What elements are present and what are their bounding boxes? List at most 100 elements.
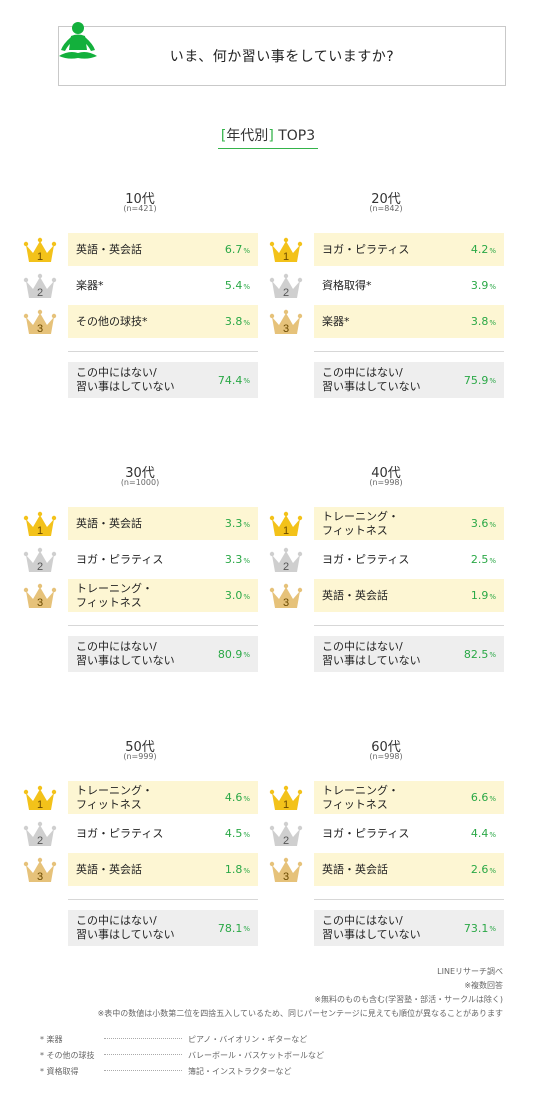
crown-rank-icon: 1	[269, 511, 303, 537]
note-free: ※無料のものも含む(学習塾・部活・サークルは除く)	[314, 995, 503, 1004]
rank-number: 2	[283, 835, 289, 847]
section-title-suffix: TOP3	[278, 128, 316, 144]
activity-label: 英語・英会話	[76, 516, 142, 530]
crown-rank-icon: 2	[269, 547, 303, 573]
divider	[314, 625, 504, 626]
none-row: この中にはない/習い事はしていない 73.1%	[314, 910, 504, 946]
value-number: 2.6	[470, 863, 489, 876]
value-unit: %	[489, 830, 496, 839]
activity-value: 1.9%	[471, 579, 496, 612]
activity-label: ヨガ・ピラティス	[322, 552, 410, 566]
rank-number: 1	[283, 525, 289, 537]
value-unit: %	[489, 520, 496, 529]
bracket-close: ]	[268, 128, 274, 144]
none-label: この中にはない/習い事はしていない	[76, 362, 175, 398]
value-number: 3.8	[470, 315, 489, 328]
crown-rank-icon: 2	[23, 273, 57, 299]
rank-number: 3	[37, 323, 43, 335]
rank-row: 英語・英会話 6.7%	[68, 233, 258, 266]
sample-size: (n=998)	[369, 752, 403, 761]
crown-rank-icon: 1	[269, 785, 303, 811]
value-unit: %	[489, 246, 496, 255]
value-unit: %	[489, 556, 496, 565]
rank-number: 3	[283, 323, 289, 335]
value-unit: %	[243, 592, 250, 601]
note-source: LINEリサーチ調べ	[437, 967, 503, 976]
activity-value: 5.4%	[225, 269, 250, 302]
value-number: 1.9	[470, 589, 489, 602]
value-number: 73.1	[463, 921, 489, 935]
value-unit: %	[489, 377, 496, 385]
value-unit: %	[243, 377, 250, 385]
activity-value: 3.8%	[471, 305, 496, 338]
none-label-line1: この中にはない/	[322, 640, 403, 653]
none-value: 80.9%	[218, 636, 250, 672]
activity-label: トレーニング・ フィットネス	[322, 783, 399, 811]
activity-value: 2.5%	[471, 543, 496, 576]
age-group: 50代 (n=999) 1 トレーニング・ フィットネス 4.6% 2 ヨガ・ピラティス 4.…	[22, 736, 258, 956]
rank-row: ヨガ・ピラティス 4.4%	[314, 817, 504, 850]
activity-value: 3.0%	[225, 579, 250, 612]
value-number: 80.9	[217, 647, 243, 661]
rank-number: 1	[283, 799, 289, 811]
section-title-text: 年代別	[226, 128, 269, 144]
value-unit: %	[243, 830, 250, 839]
rank-row: 英語・英会話 3.3%	[68, 507, 258, 540]
value-number: 82.5	[463, 647, 489, 661]
age-label: 50代	[125, 740, 155, 755]
value-number: 3.8	[224, 315, 243, 328]
crown-rank-icon: 3	[269, 857, 303, 883]
rank-row: トレーニング・ フィットネス 3.6%	[314, 507, 504, 540]
rank-number: 1	[37, 525, 43, 537]
none-value: 78.1%	[218, 910, 250, 946]
none-label: この中にはない/習い事はしていない	[76, 636, 175, 672]
rank-row: トレーニング・ フィットネス 3.0%	[68, 579, 258, 612]
value-unit: %	[243, 794, 250, 803]
value-number: 4.6	[224, 791, 243, 804]
value-unit: %	[489, 794, 496, 803]
rank-row: トレーニング・ フィットネス 4.6%	[68, 781, 258, 814]
value-unit: %	[243, 246, 250, 255]
rank-number: 3	[37, 597, 43, 609]
footnote-ball-games: * その他の球技 バレーボール・バスケットボールなど	[40, 1051, 324, 1060]
value-unit: %	[489, 925, 496, 933]
activity-label: ヨガ・ピラティス	[322, 242, 410, 256]
value-unit: %	[489, 318, 496, 327]
activity-value: 3.9%	[471, 269, 496, 302]
value-number: 6.6	[470, 791, 489, 804]
none-label-line2: 習い事はしていない	[322, 654, 421, 667]
activity-value: 6.6%	[471, 781, 496, 814]
none-label: この中にはない/習い事はしていない	[322, 362, 421, 398]
none-label-line1: この中にはない/	[76, 366, 157, 379]
value-number: 78.1	[217, 921, 243, 935]
activity-value: 3.6%	[471, 507, 496, 540]
none-row: この中にはない/習い事はしていない 75.9%	[314, 362, 504, 398]
activity-label: 英語・英会話	[76, 242, 142, 256]
none-value: 75.9%	[464, 362, 496, 398]
value-unit: %	[243, 651, 250, 659]
footnote-instrument: * 楽器 ピアノ・バイオリン・ギターなど	[40, 1035, 308, 1044]
activity-label: トレーニング・ フィットネス	[76, 783, 153, 811]
none-row: この中にはない/習い事はしていない 82.5%	[314, 636, 504, 672]
activity-value: 4.6%	[225, 781, 250, 814]
age-group: 10代 (n=421) 1 英語・英会話 6.7% 2 楽器* 5.4% 3 その他の球技* 3.8…	[22, 188, 258, 408]
activity-label: 楽器*	[322, 314, 350, 328]
none-row: この中にはない/習い事はしていない 74.4%	[68, 362, 258, 398]
value-number: 3.6	[470, 517, 489, 530]
activity-value: 4.5%	[225, 817, 250, 850]
crown-rank-icon: 3	[23, 857, 57, 883]
section-title: [年代別] TOP3	[0, 125, 536, 149]
value-number: 4.2	[470, 243, 489, 256]
activity-label: ヨガ・ピラティス	[76, 552, 164, 566]
header-box	[58, 26, 506, 86]
crown-rank-icon: 2	[269, 273, 303, 299]
none-value: 73.1%	[464, 910, 496, 946]
value-number: 75.9	[463, 373, 489, 387]
value-unit: %	[243, 925, 250, 933]
age-group: 60代 (n=998) 1 トレーニング・ フィットネス 6.6% 2 ヨガ・ピラティス 4.…	[268, 736, 504, 956]
none-label-line2: 習い事はしていない	[322, 928, 421, 941]
crown-rank-icon: 1	[23, 785, 57, 811]
sample-size: (n=999)	[123, 752, 157, 761]
value-unit: %	[243, 282, 250, 291]
none-label: この中にはない/習い事はしていない	[76, 910, 175, 946]
